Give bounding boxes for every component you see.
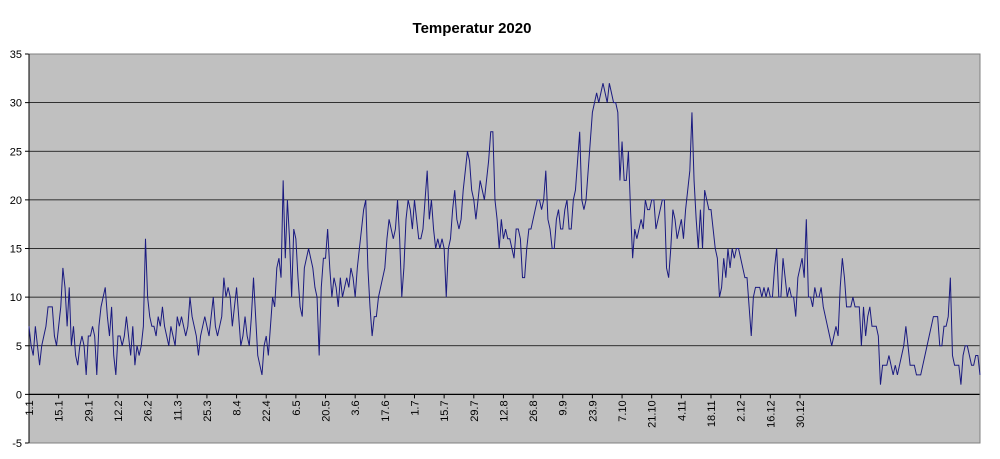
x-tick-label: 15.7 bbox=[439, 400, 451, 421]
chart-title: Temperatur 2020 bbox=[412, 20, 532, 37]
y-tick-label: 20 bbox=[10, 195, 22, 207]
x-tick-label: 16.12 bbox=[765, 400, 777, 428]
y-tick-labels: -5 0 5 10 15 20 25 30 35 bbox=[10, 49, 22, 450]
x-tick-label: 11.3 bbox=[172, 400, 184, 421]
x-tick-label: 1.1 bbox=[24, 400, 36, 415]
x-tick-label: 2.12 bbox=[736, 400, 748, 421]
x-tick-label: 26.8 bbox=[528, 400, 540, 421]
x-tick-label: 18.11 bbox=[706, 400, 718, 427]
x-tick-labels: 1.1 15.1 29.1 12.2 26.2 11.3 25.3 8.4 22.4 6.5 20.… bbox=[24, 394, 807, 428]
y-tick-label: -5 bbox=[12, 438, 22, 450]
x-tick-label: 6.5 bbox=[291, 400, 303, 415]
x-tick-label: 26.2 bbox=[143, 400, 155, 421]
y-tick-label: 35 bbox=[10, 49, 22, 61]
x-tick-label: 30.12 bbox=[795, 400, 807, 428]
x-tick-label: 12.8 bbox=[498, 400, 510, 421]
x-tick-label: 1.7 bbox=[409, 400, 421, 415]
y-tick-label: 0 bbox=[16, 389, 22, 401]
axes bbox=[28, 53, 981, 444]
x-tick-label: 7.10 bbox=[617, 400, 629, 421]
x-tick-label: 21.10 bbox=[647, 400, 659, 428]
x-tick-label: 12.2 bbox=[113, 400, 125, 421]
y-tick-label: 25 bbox=[10, 146, 22, 158]
x-tick-label: 29.7 bbox=[469, 400, 481, 421]
x-tick-label: 9.9 bbox=[558, 400, 570, 415]
y-tick-label: 30 bbox=[10, 98, 22, 110]
x-tick-label: 29.1 bbox=[83, 400, 95, 421]
x-tick-label: 20.5 bbox=[321, 400, 333, 421]
x-tick-label: 15.1 bbox=[54, 400, 66, 421]
y-tick-label: 15 bbox=[10, 244, 22, 256]
x-tick-label: 22.4 bbox=[261, 400, 273, 421]
x-tick-label: 23.9 bbox=[587, 400, 599, 421]
x-tick-label: 8.4 bbox=[232, 400, 244, 415]
x-tick-label: 4.11 bbox=[676, 400, 688, 421]
temperature-line bbox=[28, 83, 981, 385]
x-tick-label: 25.3 bbox=[202, 400, 214, 421]
gridlines bbox=[25, 53, 980, 444]
y-tick-label: 5 bbox=[16, 341, 22, 353]
x-tick-label: 17.6 bbox=[380, 400, 392, 421]
x-tick-label: 3.6 bbox=[350, 400, 362, 415]
y-tick-label: 10 bbox=[10, 292, 22, 304]
